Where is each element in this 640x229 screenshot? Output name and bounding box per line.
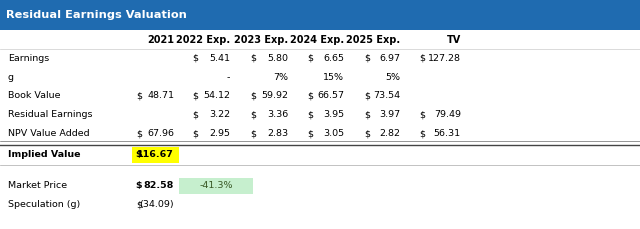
Text: 15%: 15% (323, 73, 344, 82)
Text: 67.96: 67.96 (147, 129, 174, 138)
Text: 6.65: 6.65 (323, 54, 344, 63)
Text: 2.95: 2.95 (209, 129, 230, 138)
Text: NPV Value Added: NPV Value Added (8, 129, 90, 138)
FancyBboxPatch shape (132, 147, 179, 163)
Text: $: $ (250, 54, 256, 63)
Text: 54.12: 54.12 (204, 91, 230, 101)
Text: $: $ (193, 54, 198, 63)
Text: 59.92: 59.92 (261, 91, 288, 101)
Text: Residual Earnings: Residual Earnings (8, 110, 92, 119)
Text: Book Value: Book Value (8, 91, 60, 101)
Text: $: $ (193, 91, 198, 101)
Text: TV: TV (447, 35, 461, 45)
Text: $: $ (193, 129, 198, 138)
Text: Implied Value: Implied Value (8, 150, 80, 159)
Text: 3.05: 3.05 (323, 129, 344, 138)
Text: $: $ (193, 110, 198, 119)
Text: 56.31: 56.31 (434, 129, 461, 138)
Text: 73.54: 73.54 (373, 91, 400, 101)
Text: $: $ (308, 129, 314, 138)
Text: $: $ (420, 54, 426, 63)
Text: $: $ (308, 91, 314, 101)
Text: $: $ (364, 129, 370, 138)
Text: 66.57: 66.57 (317, 91, 344, 101)
Text: 3.22: 3.22 (209, 110, 230, 119)
Text: $: $ (364, 110, 370, 119)
Text: $: $ (136, 91, 142, 101)
Text: g: g (8, 73, 13, 82)
Text: 3.95: 3.95 (323, 110, 344, 119)
Text: $: $ (420, 110, 426, 119)
Text: $: $ (250, 110, 256, 119)
Text: $: $ (250, 129, 256, 138)
Text: 2025 Exp.: 2025 Exp. (346, 35, 400, 45)
Text: 3.36: 3.36 (267, 110, 288, 119)
Text: 2.82: 2.82 (379, 129, 400, 138)
Text: 5.41: 5.41 (209, 54, 230, 63)
Text: 2.83: 2.83 (267, 129, 288, 138)
Text: $: $ (364, 91, 370, 101)
Text: 2024 Exp.: 2024 Exp. (290, 35, 344, 45)
Text: 127.28: 127.28 (428, 54, 461, 63)
Text: 6.97: 6.97 (379, 54, 400, 63)
Text: Residual Earnings Valuation: Residual Earnings Valuation (6, 10, 188, 20)
FancyBboxPatch shape (179, 178, 253, 194)
Text: $: $ (250, 91, 256, 101)
Text: Earnings: Earnings (8, 54, 49, 63)
Text: $: $ (136, 129, 142, 138)
Text: (34.09): (34.09) (140, 200, 174, 209)
Text: 3.97: 3.97 (379, 110, 400, 119)
FancyBboxPatch shape (0, 0, 640, 30)
Text: $: $ (136, 181, 142, 190)
Text: $: $ (420, 129, 426, 138)
Text: $: $ (136, 200, 142, 209)
Text: -: - (227, 73, 230, 82)
Text: 5%: 5% (385, 73, 400, 82)
Text: 82.58: 82.58 (144, 181, 174, 190)
Text: 2023 Exp.: 2023 Exp. (234, 35, 288, 45)
Text: Speculation (g): Speculation (g) (8, 200, 80, 209)
Text: Market Price: Market Price (8, 181, 67, 190)
Text: 79.49: 79.49 (434, 110, 461, 119)
Text: 48.71: 48.71 (147, 91, 174, 101)
Text: $: $ (364, 54, 370, 63)
Text: 2021: 2021 (147, 35, 174, 45)
Text: $: $ (136, 150, 142, 159)
Text: 2022 Exp.: 2022 Exp. (176, 35, 230, 45)
Text: -41.3%: -41.3% (199, 181, 233, 190)
Text: 7%: 7% (273, 73, 288, 82)
Text: $: $ (308, 54, 314, 63)
Text: $: $ (308, 110, 314, 119)
Text: 116.67: 116.67 (137, 150, 174, 159)
Text: 5.80: 5.80 (267, 54, 288, 63)
